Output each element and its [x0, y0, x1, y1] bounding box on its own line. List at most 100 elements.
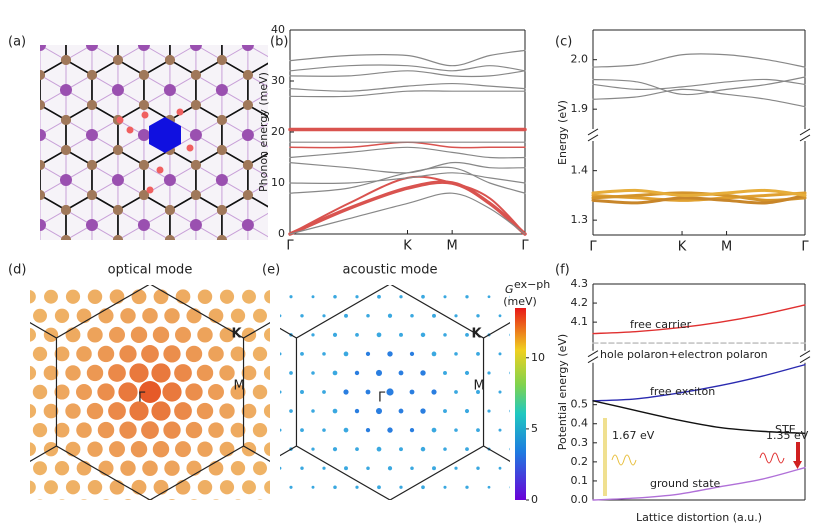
atom	[269, 145, 279, 155]
series-line	[592, 53, 806, 68]
dot	[185, 383, 203, 401]
dot	[152, 440, 170, 458]
atom	[164, 0, 176, 6]
x-tick-label: M	[447, 239, 458, 254]
colorbar-title: G	[505, 283, 514, 296]
atom	[295, 160, 305, 170]
dot	[76, 308, 92, 324]
dot	[387, 427, 393, 433]
axis-break	[799, 128, 811, 136]
dot	[455, 505, 458, 508]
dot	[476, 505, 479, 508]
displacement	[116, 116, 124, 124]
dot	[65, 365, 81, 381]
wave	[611, 454, 637, 466]
dot	[366, 466, 370, 470]
dot	[175, 326, 191, 343]
atom	[216, 55, 227, 66]
cell	[40, 164, 41, 196]
dot	[252, 384, 268, 400]
series-line	[289, 175, 526, 235]
series-line	[289, 70, 526, 78]
atom	[164, 205, 175, 216]
atom	[138, 190, 149, 201]
colorbar-tick-label: 10	[531, 351, 545, 364]
dot	[219, 480, 235, 495]
dot	[509, 295, 510, 298]
dot	[230, 384, 246, 400]
dot	[532, 334, 535, 337]
bond	[90, 45, 92, 46]
dot	[387, 351, 393, 357]
dot	[464, 370, 470, 376]
atom	[87, 250, 97, 260]
bond	[326, 180, 352, 195]
bond	[142, 45, 144, 46]
atom	[241, 219, 254, 232]
atom	[8, 84, 20, 96]
dot	[465, 447, 469, 452]
dot	[275, 347, 289, 361]
k-point: K	[232, 327, 243, 342]
atom	[60, 115, 71, 126]
dot	[109, 479, 125, 495]
dot	[297, 271, 310, 284]
atom	[242, 100, 253, 111]
dot	[322, 352, 326, 356]
atom	[61, 25, 71, 35]
bond	[143, 45, 145, 46]
atom	[112, 0, 124, 6]
zone-edge	[30, 445, 57, 462]
dot	[532, 410, 535, 413]
atom	[295, 280, 305, 290]
dot	[0, 328, 14, 342]
dot	[0, 290, 14, 304]
dot	[487, 371, 491, 375]
bond	[300, 0, 326, 15]
dot	[409, 351, 415, 357]
dot	[399, 295, 403, 299]
atom	[85, 219, 98, 232]
atom	[217, 25, 227, 35]
dot	[142, 308, 158, 324]
displacement	[156, 166, 164, 174]
dot	[454, 428, 458, 432]
arrow	[793, 461, 802, 469]
y-tick-label: 10	[271, 176, 285, 189]
dot	[175, 441, 191, 458]
dot	[175, 289, 191, 305]
dot	[311, 371, 315, 375]
atom	[294, 39, 306, 51]
colorbar-unit: (meV)	[503, 295, 537, 308]
dot	[465, 332, 469, 337]
dot	[197, 289, 213, 304]
displacement	[141, 111, 149, 119]
atom	[216, 145, 227, 156]
dot	[197, 327, 213, 343]
axis-break	[587, 128, 599, 136]
atom	[269, 115, 279, 125]
dot	[33, 308, 47, 323]
dot	[0, 385, 3, 399]
atom	[9, 145, 19, 155]
dot	[543, 315, 546, 318]
bond	[326, 75, 352, 90]
zone-edge	[243, 445, 270, 462]
dot	[289, 485, 293, 489]
dot	[532, 486, 535, 489]
dot	[300, 505, 303, 508]
dot	[230, 461, 246, 476]
dot	[398, 408, 404, 414]
dot	[219, 365, 235, 381]
dot	[219, 403, 235, 419]
dot	[280, 352, 282, 356]
atom	[87, 10, 97, 20]
dot	[332, 370, 338, 376]
dot	[196, 364, 214, 382]
dot	[443, 295, 447, 299]
dot	[376, 446, 382, 452]
dot	[476, 276, 479, 279]
y-tick-label: 30	[271, 74, 285, 87]
atom	[191, 10, 201, 20]
atom	[137, 219, 150, 232]
